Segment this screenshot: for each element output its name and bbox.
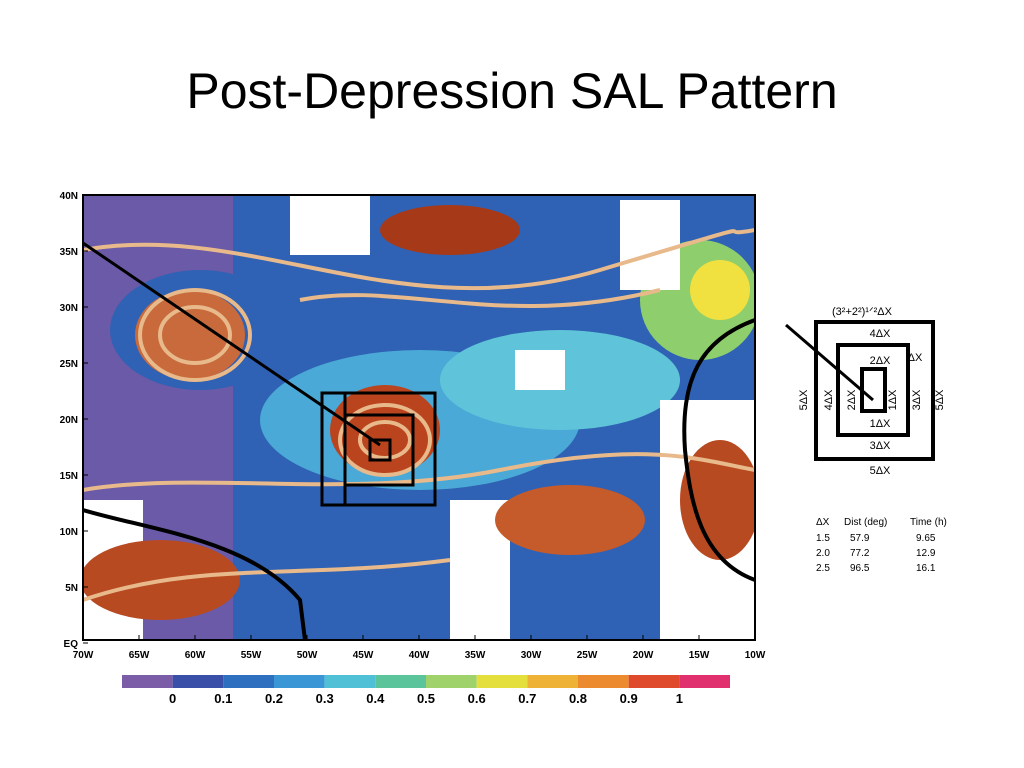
colorbar-label: 0.5 — [417, 691, 435, 706]
lon-label: 65W — [129, 650, 150, 661]
diagram-label: 1ΔX — [887, 389, 899, 410]
lat-label: EQ — [64, 639, 79, 650]
colorbar-label: 1 — [676, 691, 683, 706]
table-cell: 16.1 — [916, 563, 936, 574]
lat-label: 35N — [60, 247, 78, 258]
table-cell: 2.0 — [816, 548, 830, 559]
lat-label: 40N — [60, 191, 78, 202]
colorbar-swatch — [426, 675, 477, 688]
colorbar-swatch — [679, 675, 730, 688]
colorbar-label: 0 — [169, 691, 176, 706]
diagram-label: 2ΔX — [870, 355, 891, 367]
diagram-label: ΔX — [908, 352, 923, 364]
lat-label: 25N — [60, 359, 78, 370]
diagram-label: 1ΔX — [870, 418, 891, 430]
colorbar-swatch — [122, 675, 173, 688]
colorbar-label: 0.7 — [518, 691, 536, 706]
lon-label: 10W — [745, 650, 766, 661]
colorbar-label: 0.8 — [569, 691, 587, 706]
colorbar-label: 0.2 — [265, 691, 283, 706]
table-cell: 12.9 — [916, 548, 936, 559]
lon-label: 30W — [521, 650, 542, 661]
lat-label: 5N — [65, 583, 78, 594]
lon-label: 50W — [297, 650, 318, 661]
slide-title: Post-Depression SAL Pattern — [186, 63, 838, 119]
table-header: Time (h) — [910, 517, 947, 528]
table-cell: 1.5 — [816, 533, 830, 544]
colorbar-swatch — [223, 675, 274, 688]
lat-label: 15N — [60, 471, 78, 482]
table-cell: 96.5 — [850, 563, 870, 574]
diagram-label: 2ΔX — [846, 389, 858, 410]
colorbar-label: 0.1 — [214, 691, 232, 706]
colorbar-swatch — [274, 675, 325, 688]
table-header: ΔX — [816, 517, 830, 528]
diagram-label: 5ΔX — [934, 389, 946, 410]
diagram-label: 5ΔX — [870, 465, 891, 477]
table-cell: 2.5 — [816, 563, 830, 574]
colorbar-label: 0.6 — [468, 691, 486, 706]
colorbar-swatch — [578, 675, 629, 688]
lon-label: 25W — [577, 650, 598, 661]
lat-label: 20N — [60, 415, 78, 426]
colorbar-label: 0.9 — [620, 691, 638, 706]
lon-label: 40W — [409, 650, 430, 661]
colorbar-label: 0.4 — [366, 691, 385, 706]
table-cell: 57.9 — [850, 533, 870, 544]
lat-label: 30N — [60, 303, 78, 314]
diagram-label: 3ΔX — [870, 440, 891, 452]
lon-label: 35W — [465, 650, 486, 661]
colorbar-swatch — [324, 675, 376, 688]
diagram-label: 4ΔX — [870, 328, 891, 340]
colorbar-swatch — [628, 675, 680, 688]
lon-label: 15W — [689, 650, 710, 661]
colorbar-swatch — [527, 675, 578, 688]
lon-label: 55W — [241, 650, 262, 661]
lon-label: 60W — [185, 650, 206, 661]
lat-label: 10N — [60, 527, 78, 538]
table-cell: 77.2 — [850, 548, 870, 559]
table-cell: 9.65 — [916, 533, 936, 544]
colorbar-label: 0.3 — [316, 691, 334, 706]
diagram-label: 4ΔX — [823, 389, 835, 410]
table-header: Dist (deg) — [844, 517, 887, 528]
map-field — [83, 195, 755, 640]
lon-label: 70W — [73, 650, 94, 661]
grid-diagram — [785, 320, 935, 461]
diagram-label: 3ΔX — [911, 389, 923, 410]
lon-label: 45W — [353, 650, 374, 661]
lon-label: 20W — [633, 650, 654, 661]
diagram-label: 5ΔX — [798, 389, 810, 410]
colorbar-swatch — [476, 675, 528, 688]
colorbar-swatch — [375, 675, 426, 688]
diagram-label: (3²+2²)¹ᐟ²ΔX — [832, 306, 893, 318]
colorbar-swatch — [172, 675, 224, 688]
